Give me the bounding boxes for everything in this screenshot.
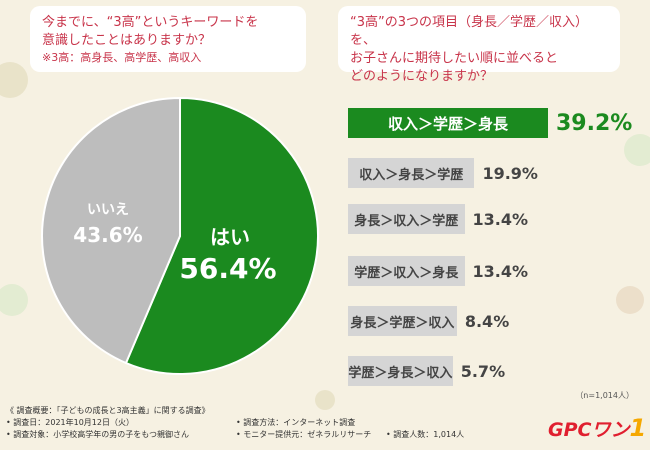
pie-label-yes: はい	[210, 225, 250, 249]
brand-logo: GPCワン1	[548, 414, 646, 442]
rank-row-4: 学歴＞収入＞身長 13.4%	[348, 256, 528, 286]
question-1-note: ※3高：高身長、高学歴、高収入	[42, 51, 202, 64]
question-1-card: 今までに、“3高”というキーワードを 意識したことはありますか？ ※3高：高身長…	[30, 6, 306, 72]
rank-value-6: 5.7%	[460, 361, 506, 381]
survey-date: • 調査日：2021年10月12日（火）	[6, 418, 134, 427]
question-1-line-1: 今までに、“3高”というキーワードを	[42, 15, 259, 30]
sample-size: （n=1,014人）	[575, 391, 634, 400]
rank-value-2: 19.9%	[482, 163, 538, 183]
rank-value-4: 13.4%	[472, 261, 529, 281]
question-2-line-2: お子さんに期待したい順に並べると	[350, 51, 559, 66]
survey-summary: 《 調査概要：「子どもの成長と3高主義」に関する調査》 • 調査日：2021年1…	[6, 405, 526, 441]
rank-row-3: 身長＞収入＞学歴 13.4%	[348, 204, 528, 234]
brand-logo-one: 1	[629, 414, 647, 442]
survey-title: 《 調査概要：「子どもの成長と3高主義」に関する調査》	[6, 406, 210, 415]
pie-slice-no	[41, 96, 181, 365]
survey-provider: • モニター提供元：ゼネラルリサーチ	[236, 430, 372, 439]
rank-row-1: 収入＞学歴＞身長 39.2%	[348, 108, 632, 138]
rank-label-2: 収入＞身長＞学歴	[348, 158, 475, 188]
rank-value-3: 13.4%	[472, 209, 529, 229]
brand-logo-text: GPCワン	[548, 419, 630, 441]
survey-count: • 調査人数：1,014人	[386, 430, 465, 439]
rank-row-2: 収入＞身長＞学歴 19.9%	[348, 158, 538, 188]
rank-label-1: 収入＞学歴＞身長	[348, 108, 548, 138]
survey-target: • 調査対象：小学校高学年の男の子をもつ親御さん	[6, 430, 189, 439]
pie-value-yes: 56.4%	[179, 252, 276, 285]
rank-value-5: 8.4%	[464, 311, 510, 331]
rank-row-6: 学歴＞身長＞収入 5.7%	[348, 356, 505, 386]
rank-label-3: 身長＞収入＞学歴	[348, 204, 465, 234]
awareness-pie-chart: はい 56.4% いいえ 43.6%	[41, 96, 319, 375]
survey-method: • 調査方法：インターネット調査	[236, 418, 356, 427]
question-2-card: “3高”の3つの項目（身長／学歴／収入）を、 お子さんに期待したい順に並べると …	[338, 6, 620, 84]
rank-row-5: 身長＞学歴＞収入 8.4%	[348, 306, 509, 336]
rank-label-4: 学歴＞収入＞身長	[348, 256, 465, 286]
question-2-line-3: どのようになりますか？	[350, 69, 494, 84]
rank-label-6: 学歴＞身長＞収入	[348, 356, 453, 386]
pie-value-no: 43.6%	[73, 223, 142, 247]
pie-label-no: いいえ	[87, 202, 129, 218]
rank-value-1: 39.2%	[556, 110, 633, 136]
pie-slice-yes	[124, 96, 319, 375]
question-2-line-1: “3高”の3つの項目（身長／学歴／収入）を、	[350, 15, 589, 48]
question-1-line-2: 意識したことはありますか？	[42, 33, 212, 48]
rank-label-5: 身長＞学歴＞収入	[348, 306, 457, 336]
